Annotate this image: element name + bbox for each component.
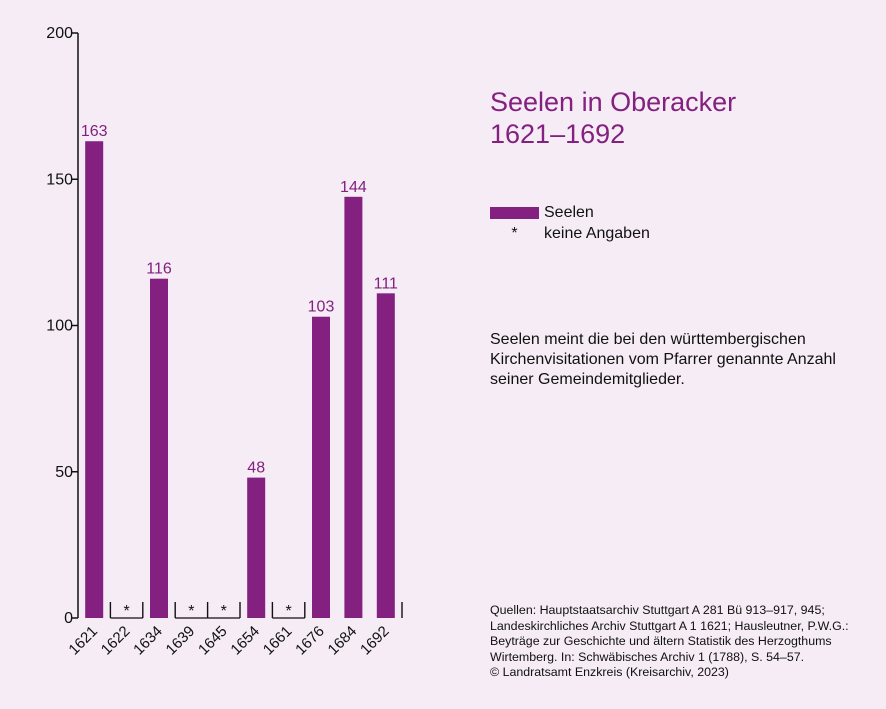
x-tick-label-1621: 1621 [65, 623, 101, 659]
data-label-1684: 144 [340, 179, 367, 196]
data-label-1692: 111 [374, 275, 398, 292]
x-tick-label-1622: 1622 [98, 623, 134, 659]
missing-marker-1639: * [188, 603, 194, 620]
x-tick-label-1639: 1639 [163, 623, 199, 659]
x-tick-label-1692: 1692 [357, 623, 393, 659]
legend-item-seelen: Seelen [490, 202, 650, 223]
data-label-1634: 116 [146, 261, 172, 278]
x-tick-label-1654: 1654 [227, 623, 263, 659]
bar-1654 [247, 477, 266, 618]
legend-missing-symbol: * [511, 224, 518, 242]
chart-title-line-1: Seelen in Oberacker [490, 87, 737, 117]
y-tick-label-200: 200 [46, 25, 73, 42]
sources-line-1: Quellen: Hauptstaatsarchiv Stuttgart A 2… [490, 603, 825, 617]
legend: Seelen * keine Angaben [490, 202, 650, 244]
y-tick-label-150: 150 [46, 171, 73, 188]
bar-1692 [376, 293, 395, 618]
x-tick-label-1676: 1676 [292, 623, 328, 659]
data-label-1676: 103 [308, 299, 335, 316]
x-tick-label-1684: 1684 [325, 623, 361, 659]
sources-block: Quellen: Hauptstaatsarchiv Stuttgart A 2… [490, 603, 880, 681]
data-label-1654: 48 [247, 460, 265, 477]
sources-line-2: Landeskirchliches Archiv Stuttgart A 1 1… [490, 618, 849, 633]
legend-label-seelen: Seelen [544, 203, 594, 221]
copyright-line: © Landratsamt Enzkreis (Kreisarchiv, 202… [490, 665, 729, 679]
definition-note: Seelen meint die bei den württembergisch… [490, 331, 836, 388]
bar-1621 [85, 141, 104, 618]
legend-label-missing: keine Angaben [544, 224, 650, 242]
bar-1684 [344, 196, 363, 619]
sources-line-3: Beyträge zur Geschichte und ältern Stati… [490, 634, 832, 648]
x-tick-label-1661: 1661 [260, 623, 296, 659]
y-tick-label-50: 50 [55, 464, 73, 481]
data-label-1621: 163 [81, 123, 108, 140]
legend-swatch-seelen [490, 206, 539, 219]
x-tick-label-1634: 1634 [130, 623, 166, 659]
bar-1634 [150, 278, 168, 618]
legend-item-missing: * keine Angaben [490, 223, 650, 244]
chart-title: Seelen in Oberacker 1621–1692 [490, 86, 736, 150]
x-tick-label-1645: 1645 [195, 623, 231, 659]
missing-marker-1661: * [285, 603, 291, 620]
y-tick-label-100: 100 [46, 318, 73, 335]
chart-title-line-2: 1621–1692 [490, 119, 626, 149]
missing-marker-1645: * [221, 603, 227, 620]
bar-1676 [312, 316, 330, 618]
y-tick-label-0: 0 [64, 610, 73, 627]
sources-line-4: Wirtemberg. In: Schwäbisches Archiv 1 (1… [490, 649, 805, 664]
missing-marker-1622: * [123, 603, 129, 620]
